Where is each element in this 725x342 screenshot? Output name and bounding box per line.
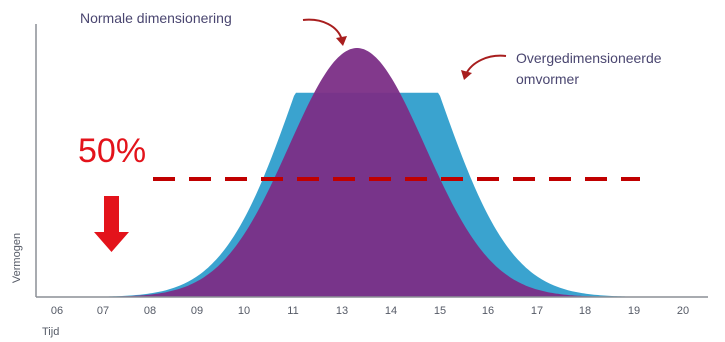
x-tick-label: 10	[238, 305, 250, 317]
x-tick-label: 13	[336, 305, 348, 317]
x-tick-label: 06	[51, 305, 63, 317]
x-tick-label: 18	[579, 305, 591, 317]
x-tick-label: 14	[385, 305, 397, 317]
x-tick-label: 19	[628, 305, 640, 317]
x-tick-labels: 06 07 08 09 10 11 13 14 15 16 17 18 19 20	[51, 305, 689, 317]
y-axis-title: Vermogen	[11, 233, 23, 283]
annotation-overgedimensioneerde-line1: Overgedimensioneerde	[516, 50, 662, 66]
x-tick-label: 08	[144, 305, 156, 317]
x-axis-title: Tijd	[42, 326, 59, 338]
x-tick-label: 17	[531, 305, 543, 317]
annotation-arrow-overgedimensioneerde	[461, 54, 507, 80]
x-tick-label: 20	[677, 305, 689, 317]
down-arrow-icon	[94, 196, 129, 252]
x-tick-label: 11	[287, 305, 298, 317]
threshold-label: 50%	[78, 132, 146, 170]
x-tick-label: 15	[434, 305, 446, 317]
x-tick-label: 07	[97, 305, 109, 317]
annotation-arrow-normale	[302, 18, 347, 46]
area-normale-dimensionering	[40, 48, 705, 297]
x-tick-label: 16	[482, 305, 494, 317]
annotation-normale: Normale dimensionering	[80, 10, 232, 26]
annotation-overgedimensioneerde-line2: omvormer	[516, 71, 579, 87]
x-tick-label: 09	[191, 305, 203, 317]
